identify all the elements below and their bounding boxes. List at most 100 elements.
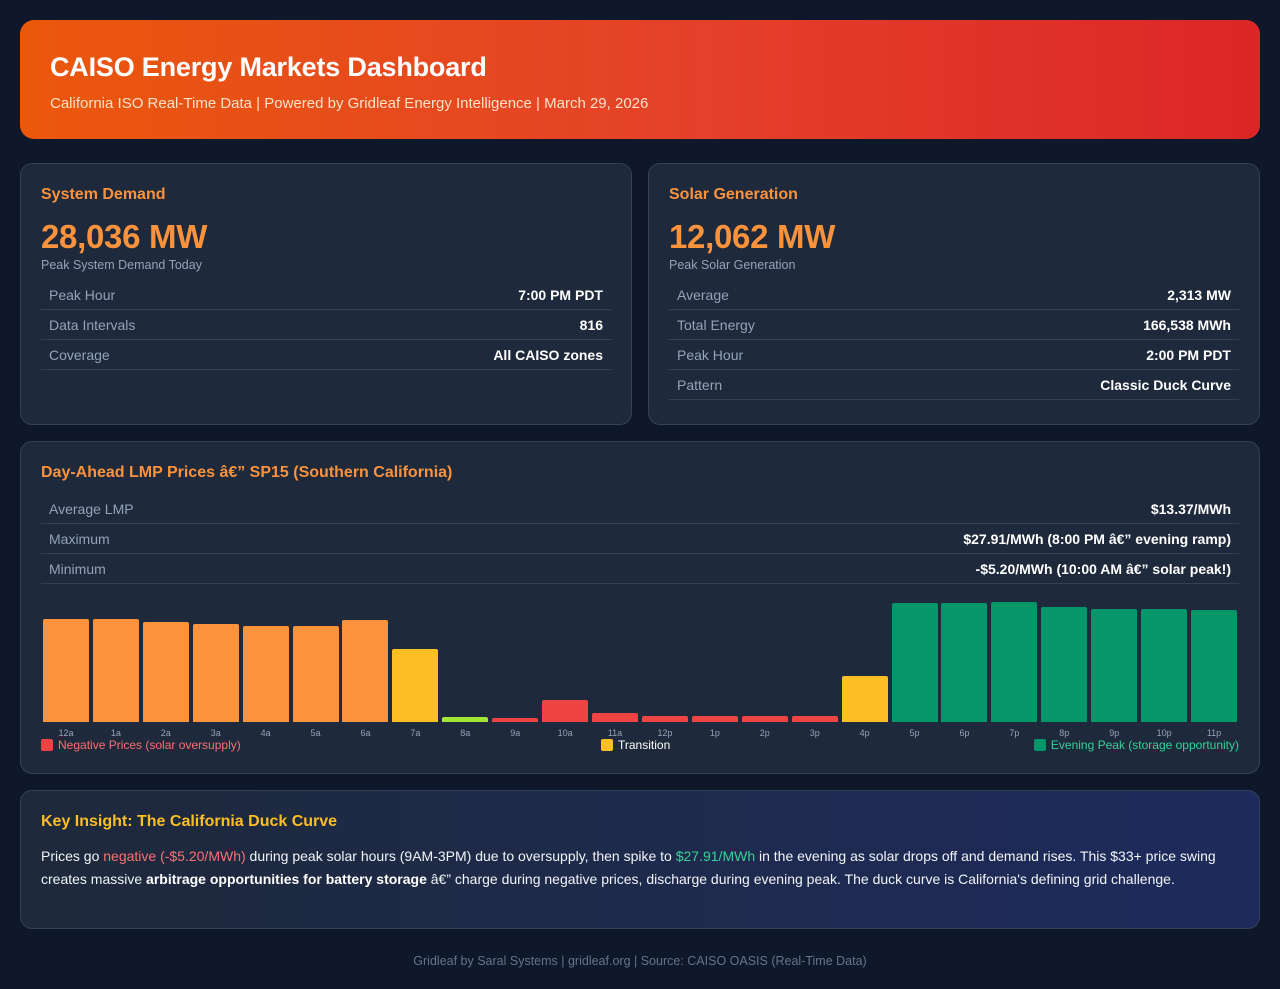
page-subtitle: California ISO Real-Time Data | Powered … <box>50 95 649 112</box>
lmp-bar-10a <box>542 699 589 722</box>
stat-label: Maximum <box>49 530 110 547</box>
lmp-bar-2a <box>142 621 189 722</box>
lmp-bar-5a <box>292 625 339 722</box>
lmp-bar-1p <box>691 715 738 722</box>
tick-label-4a: 4a <box>260 728 271 738</box>
stat-value: $13.37/MWh <box>1150 500 1231 517</box>
lmp-bar-4p <box>841 676 888 722</box>
stat-value: 2,313 MW <box>1167 286 1231 303</box>
legend-label: Transition <box>618 738 671 752</box>
lmp-bar-8a <box>442 716 489 722</box>
page-title: CAISO Energy Markets Dashboard <box>50 52 487 82</box>
lmp-bar-7p <box>991 602 1038 722</box>
stat-row: Pattern Classic Duck Curve <box>669 370 1239 400</box>
card-title: Solar Generation <box>669 186 798 203</box>
stat-value: 7:00 PM PDT <box>518 286 603 303</box>
tick-label-12a: 12a <box>58 728 74 738</box>
stat-label: Minimum <box>49 560 106 577</box>
insight-text-part: during peak solar hours (9AM-3PM) due to… <box>245 848 676 864</box>
stat-label: Coverage <box>49 346 110 363</box>
insight-text-part: â€” charge during negative prices, disch… <box>426 870 1175 887</box>
stat-row: Total Energy 166,538 MWh <box>669 310 1239 340</box>
insight-text-part: Prices go <box>41 848 104 864</box>
tick-label-5a: 5a <box>310 728 321 738</box>
tick-label-2p: 2p <box>759 728 770 738</box>
tick-label-2a: 2a <box>160 728 171 738</box>
lmp-bar-3p <box>791 715 838 722</box>
stat-row: Coverage All CAISO zones <box>41 340 611 370</box>
lmp-bar-1a <box>92 618 139 722</box>
lmp-bar-11p <box>1191 609 1238 722</box>
stat-value: 166,538 MWh <box>1143 316 1231 333</box>
stat-label: Data Intervals <box>49 316 136 333</box>
legend-item-evening: Evening Peak (storage opportunity) <box>1033 738 1239 752</box>
lmp-bar-11a <box>592 713 639 722</box>
stat-label: Average LMP <box>49 500 134 517</box>
tick-label-9a: 9a <box>510 728 521 738</box>
solar-stats: Average 2,313 MW Total Energy 166,538 MWh … <box>669 280 1239 400</box>
tick-label-3a: 3a <box>210 728 221 738</box>
tick-label-11p: 11p <box>1206 728 1222 738</box>
lmp-bar-4a <box>242 625 289 722</box>
legend-label: Evening Peak (storage opportunity) <box>1050 738 1239 752</box>
stat-row: Average LMP $13.37/MWh <box>41 494 1239 524</box>
peak-solar-caption: Peak Solar Generation <box>669 258 796 272</box>
tick-label-1a: 1a <box>110 728 121 738</box>
tick-label-6a: 6a <box>360 728 371 738</box>
stat-value: $27.91/MWh (8:00 PM â€” evening ramp) <box>963 530 1231 547</box>
tick-label-5p: 5p <box>909 728 920 738</box>
tick-label-3p: 3p <box>809 728 820 738</box>
stat-value: Classic Duck Curve <box>1100 376 1231 393</box>
stat-row: Average 2,313 MW <box>669 280 1239 310</box>
stat-row: Peak Hour 7:00 PM PDT <box>41 280 611 310</box>
lmp-bar-6a <box>342 619 389 722</box>
stat-value: 816 <box>579 316 603 333</box>
peak-demand-value: 28,036 MW <box>41 218 208 255</box>
lmp-bar-12a <box>42 618 89 722</box>
lmp-bar-7a <box>392 649 439 722</box>
tick-label-11a: 11a <box>607 728 623 738</box>
lmp-bar-chart: 12a 1a 2a 3a 4a 5a 6a 7a 8a 9a 10a 11a 12p 1p 2p 3p 4p 5p… <box>41 592 1239 738</box>
stat-row: Data Intervals 816 <box>41 310 611 340</box>
system-demand-card: System Demand 28,036 MW Peak System Dema… <box>20 163 632 425</box>
lmp-prices-card: Day-Ahead LMP Prices â€” SP15 (Southern … <box>20 441 1260 774</box>
card-title: System Demand <box>41 186 166 203</box>
lmp-bar-3a <box>192 623 239 722</box>
legend-item-transition: Transition <box>601 738 670 752</box>
key-insight-card: Key Insight: The California Duck Curve P… <box>20 790 1260 929</box>
insight-text-part: in the evening as solar drops off and de… <box>41 848 1216 887</box>
stat-value: All CAISO zones <box>493 346 603 363</box>
peak-solar-value: 12,062 MW <box>669 218 836 255</box>
tick-label-8p: 8p <box>1059 728 1070 738</box>
lmp-bar-9p <box>1091 608 1138 722</box>
negative-price-highlight: negative (-$5.20/MWh) <box>103 848 246 864</box>
insight-text: Prices go negative (-$5.20/MWh) during p… <box>41 845 1239 890</box>
lmp-bar-6p <box>941 602 988 722</box>
solar-generation-card: Solar Generation 12,062 MW Peak Solar Ge… <box>648 163 1260 425</box>
dashboard-header: CAISO Energy Markets Dashboard Californi… <box>20 20 1260 139</box>
stat-row: Minimum -$5.20/MWh (10:00 AM â€” solar pe… <box>41 554 1239 584</box>
tick-label-8a: 8a <box>460 728 471 738</box>
stat-label: Average <box>677 286 729 303</box>
peak-demand-caption: Peak System Demand Today <box>41 258 202 272</box>
legend-label: Negative Prices (solar oversupply) <box>58 738 241 752</box>
legend-swatch <box>1033 739 1046 751</box>
peak-price-highlight: $27.91/MWh <box>675 848 756 864</box>
lmp-bar-12p <box>641 715 688 722</box>
lmp-stats: Average LMP $13.37/MWh Maximum $27.91/MWh … <box>41 494 1239 584</box>
card-title: Day-Ahead LMP Prices â€” SP15 (Southern … <box>41 464 453 481</box>
stat-label: Peak Hour <box>677 346 744 363</box>
tick-label-10p: 10p <box>1156 728 1172 738</box>
lmp-bar-8p <box>1041 606 1088 722</box>
footer: Gridleaf by Saral Systems | gridleaf.org… <box>413 954 867 968</box>
tick-label-7a: 7a <box>410 728 421 738</box>
tick-label-6p: 6p <box>959 728 970 738</box>
tick-label-1p: 1p <box>709 728 720 738</box>
tick-label-10a: 10a <box>557 728 573 738</box>
lmp-bar-5p <box>891 602 938 722</box>
chart-legend: Negative Prices (solar oversupply) Trans… <box>41 738 1239 754</box>
legend-swatch <box>601 739 613 751</box>
insight-title: Key Insight: The California Duck Curve <box>41 813 338 830</box>
tick-label-9p: 9p <box>1109 728 1120 738</box>
stat-label: Pattern <box>677 376 723 393</box>
